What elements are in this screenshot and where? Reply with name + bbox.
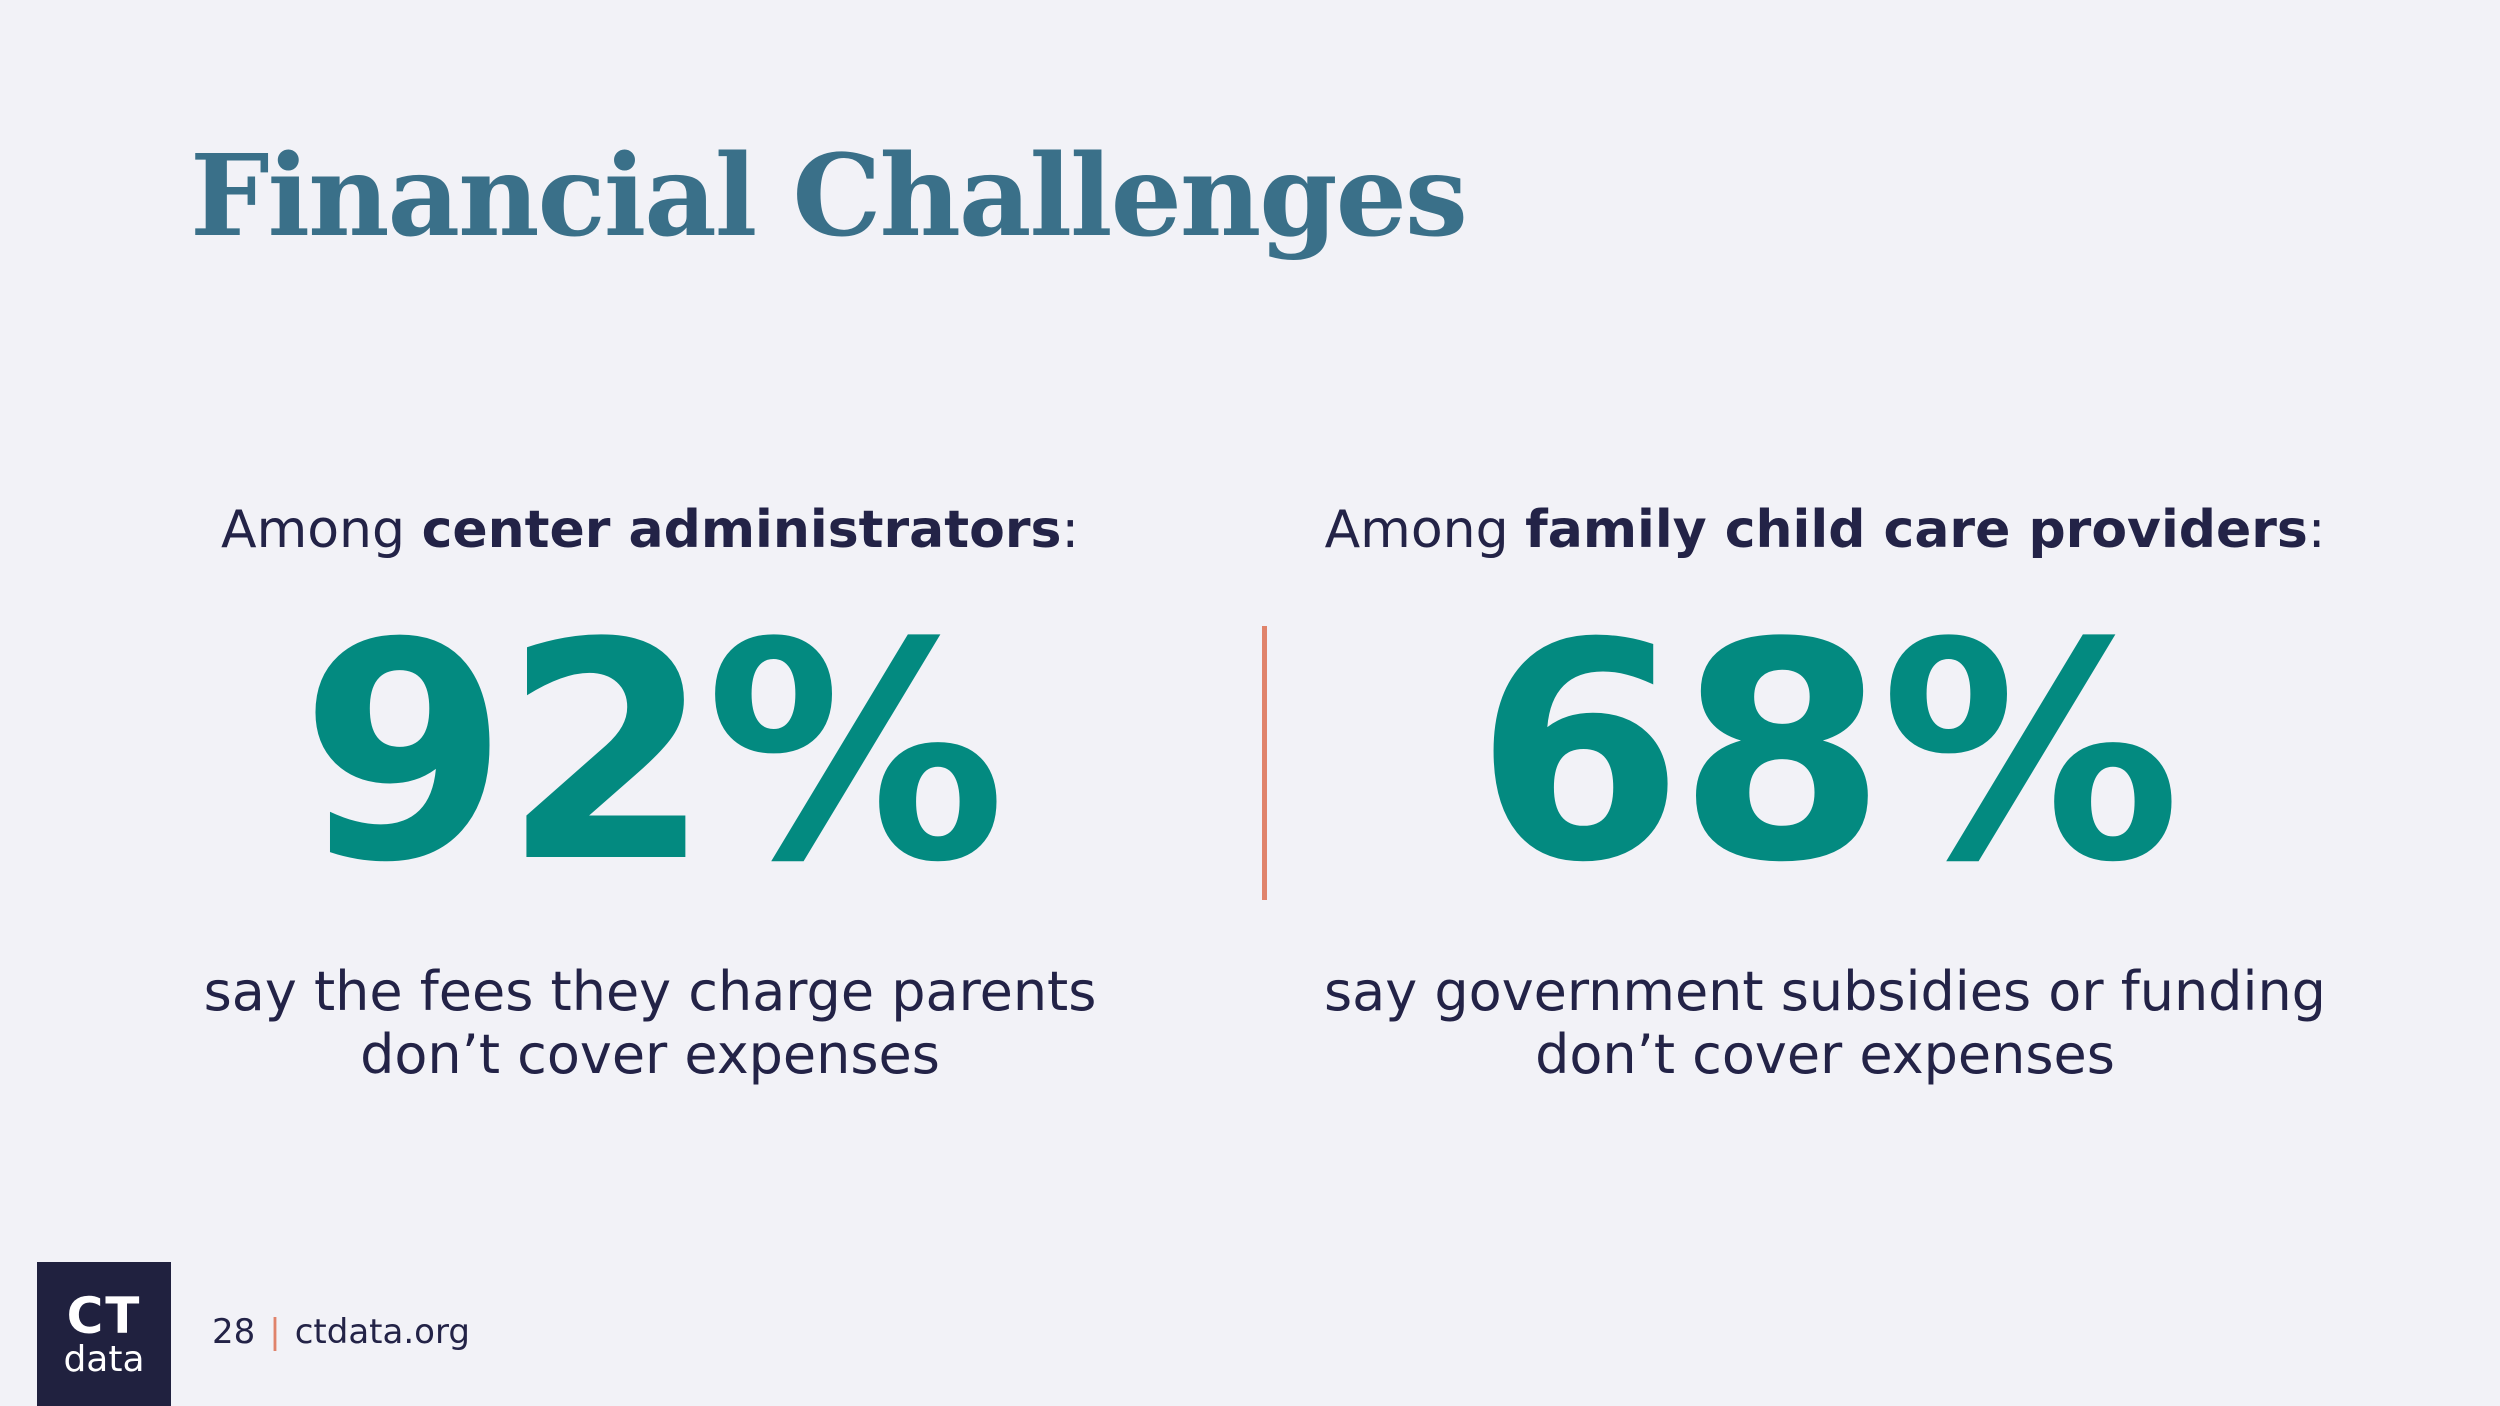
logo-text-data: data	[63, 1339, 145, 1380]
stat-value: 68%	[1474, 579, 2181, 928]
stat-description-line-1: say government subsidies or funding	[1324, 960, 2326, 1023]
stat-description-line-1: say the fees they charge parents	[203, 960, 1097, 1023]
stat-value: 92%	[299, 579, 1006, 928]
stat-block-center-administrators: Among center administrators: 92% say the…	[100, 490, 1200, 1086]
slide-title: Financial Challenges	[190, 131, 1468, 262]
page-number: 28	[212, 1312, 256, 1352]
stat-lead: Among family child care providers:	[1275, 490, 2375, 570]
lead-group: family child care providers	[1525, 500, 2308, 560]
ctdata-logo: CT data	[37, 1262, 171, 1406]
stat-lead: Among center administrators:	[100, 490, 1200, 570]
logo-text-ct: CT	[66, 1287, 142, 1345]
column-divider	[1262, 626, 1267, 900]
lead-prefix: Among	[1324, 500, 1526, 560]
website-link[interactable]: ctdata.org	[294, 1312, 470, 1352]
lead-suffix: :	[2307, 500, 2326, 560]
lead-suffix: :	[1061, 500, 1079, 560]
stat-description: say the fees they charge parents don’t c…	[100, 960, 1200, 1086]
stat-block-family-child-care-providers: Among family child care providers: 68% s…	[1275, 490, 2375, 1086]
stat-description: say government subsidies or funding don’…	[1275, 960, 2375, 1086]
lead-group: center administrators	[421, 500, 1062, 560]
stat-description-line-2: don’t cover expenses	[360, 1023, 940, 1086]
footer-separator: |	[269, 1312, 281, 1352]
slide-footer: 28 | ctdata.org	[212, 1310, 470, 1354]
stat-description-line-2: don’t cover expenses	[1535, 1023, 2115, 1086]
lead-prefix: Among	[221, 500, 422, 560]
